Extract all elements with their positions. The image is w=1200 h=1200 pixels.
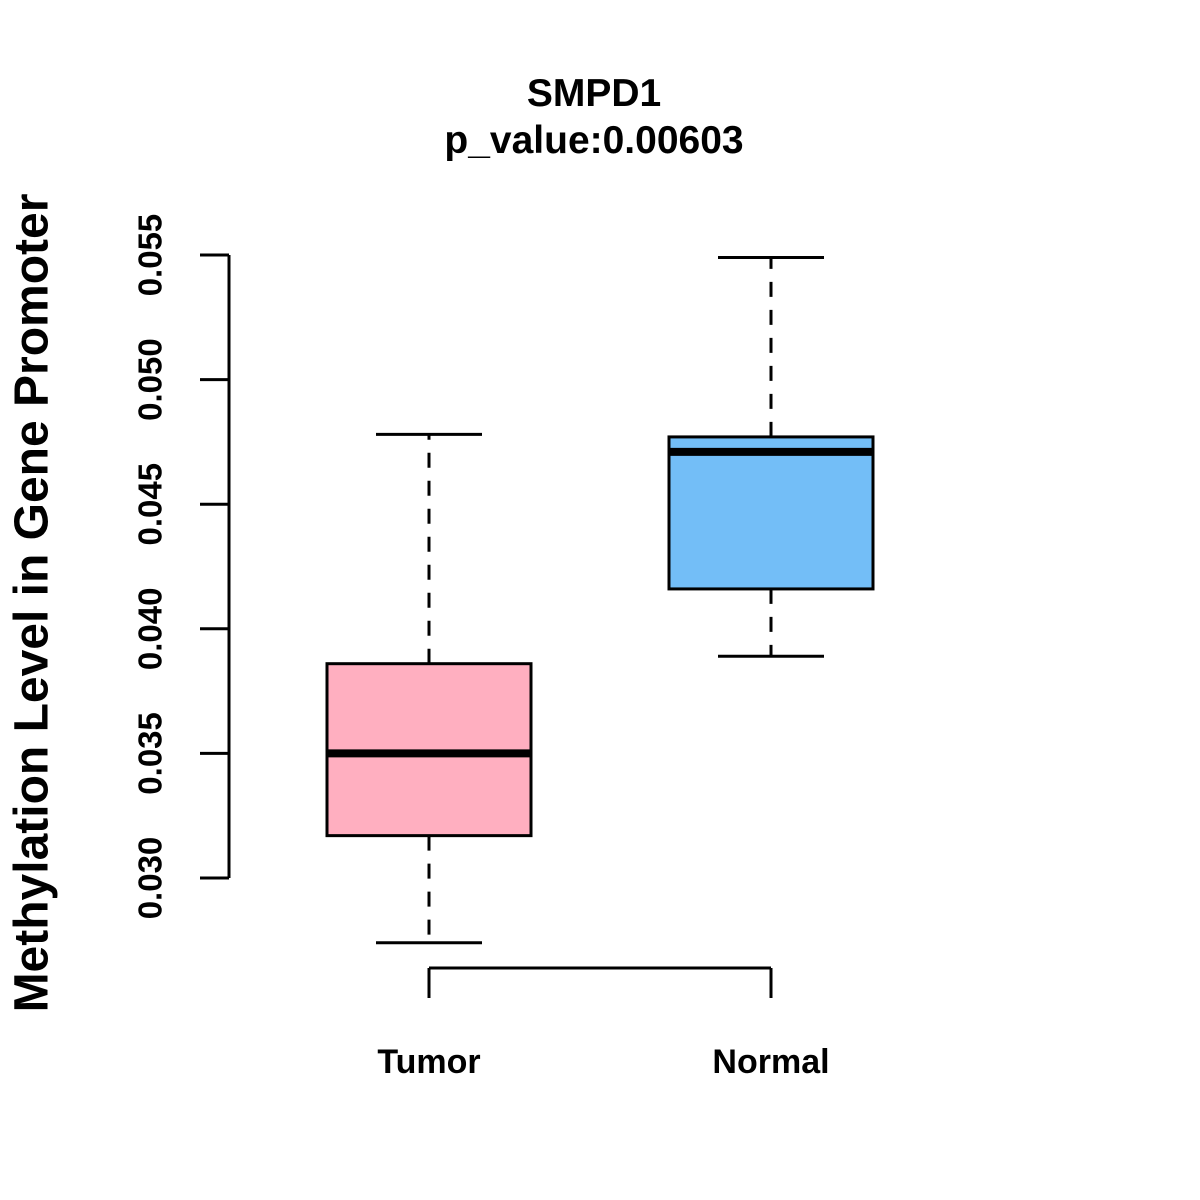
plot-area: 0.030 0.035 0.040 0.045 0.050 0.055 Tumor Norma… xyxy=(132,214,875,1081)
y-tick-label: 0.050 xyxy=(132,338,169,421)
y-tick-label: 0.055 xyxy=(132,214,169,297)
y-tick-label: 0.045 xyxy=(132,463,169,546)
x-category-label-normal: Normal xyxy=(712,1043,829,1081)
normal-box xyxy=(667,435,875,591)
y-tick-label: 0.030 xyxy=(132,837,169,920)
y-axis-title: Methylation Level in Gene Promoter xyxy=(6,194,59,1013)
y-tick-label: 0.035 xyxy=(132,712,169,795)
y-tick-label: 0.040 xyxy=(132,588,169,671)
chart-subtitle-pvalue: p_value:0.00603 xyxy=(444,119,743,162)
chart-title: SMPD1 xyxy=(527,72,661,115)
x-category-label-tumor: Tumor xyxy=(377,1043,480,1081)
